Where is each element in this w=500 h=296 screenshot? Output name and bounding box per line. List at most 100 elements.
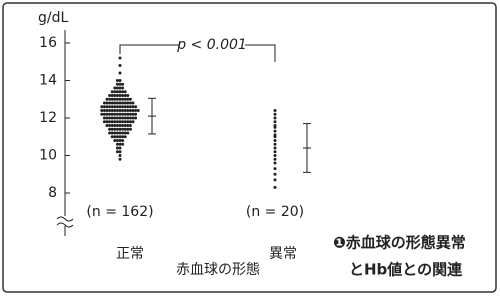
data-dot xyxy=(118,63,122,67)
data-dot xyxy=(113,93,117,97)
data-dot xyxy=(273,167,277,171)
data-dot xyxy=(108,131,112,135)
data-dot xyxy=(128,108,132,112)
data-dot xyxy=(115,93,119,97)
data-dot xyxy=(113,97,117,101)
data-dot xyxy=(108,101,112,105)
data-dot xyxy=(123,108,127,112)
data-dot xyxy=(115,116,119,120)
data-dot xyxy=(126,120,130,124)
data-dot xyxy=(113,101,117,105)
x-tick-label: 正常 xyxy=(116,246,144,262)
caption: ❶赤血球の形態異常 xyxy=(333,234,466,252)
data-dot xyxy=(115,150,119,154)
data-dot xyxy=(126,131,130,135)
y-tick-label: 8 xyxy=(48,185,57,201)
data-dot xyxy=(118,142,122,146)
data-dot xyxy=(115,146,119,150)
data-dot xyxy=(115,86,119,90)
data-dot xyxy=(115,135,119,139)
data-dot xyxy=(123,101,127,105)
data-dot xyxy=(113,127,117,131)
data-dot xyxy=(123,90,127,94)
data-dot xyxy=(102,101,106,105)
data-dot xyxy=(273,153,277,157)
data-dot xyxy=(121,82,125,86)
data-dot xyxy=(118,71,122,75)
y-unit: g/dL xyxy=(38,10,68,26)
data-dot xyxy=(102,105,106,109)
data-dot xyxy=(128,112,132,116)
data-dot xyxy=(108,105,112,109)
axis-break xyxy=(56,216,74,228)
data-dot xyxy=(113,112,117,116)
data-dot xyxy=(123,116,127,120)
n-label: (n = 162) xyxy=(86,204,153,220)
data-dot xyxy=(113,135,117,139)
data-dot xyxy=(118,90,122,94)
bracket xyxy=(245,44,276,62)
data-dot xyxy=(134,105,138,109)
data-dot xyxy=(273,116,277,120)
data-dot xyxy=(121,131,125,135)
data-dot xyxy=(110,127,114,131)
data-dot xyxy=(115,127,119,131)
data-dot xyxy=(108,116,112,120)
data-dot xyxy=(118,116,122,120)
data-dot xyxy=(105,97,109,101)
data-dot xyxy=(100,108,104,112)
data-dot xyxy=(118,153,122,157)
data-dot xyxy=(100,112,104,116)
data-dot xyxy=(121,101,125,105)
data-dot xyxy=(108,108,112,112)
data-dot xyxy=(108,112,112,116)
data-dot xyxy=(273,142,277,146)
data-dot xyxy=(134,112,138,116)
data-dot xyxy=(115,123,119,127)
data-dot xyxy=(115,112,119,116)
data-dot xyxy=(126,108,130,112)
data-dot xyxy=(115,105,119,109)
data-dot xyxy=(110,93,114,97)
data-dot xyxy=(121,138,125,142)
data-dot xyxy=(110,116,114,120)
data-dot xyxy=(115,90,119,94)
data-dot xyxy=(131,108,135,112)
data-dot xyxy=(123,97,127,101)
data-dot xyxy=(110,97,114,101)
data-dot xyxy=(118,123,122,127)
data-dot xyxy=(118,131,122,135)
data-dot xyxy=(121,86,125,90)
data-dot xyxy=(105,105,109,109)
data-dot xyxy=(110,135,114,139)
data-dot xyxy=(110,90,114,94)
data-dot xyxy=(113,86,117,90)
data-dot xyxy=(123,123,127,127)
data-dot xyxy=(118,56,122,60)
data-dot xyxy=(126,116,130,120)
data-dot xyxy=(113,138,117,142)
data-dot xyxy=(131,105,135,109)
data-dot xyxy=(118,108,122,112)
data-dot xyxy=(126,105,130,109)
data-dot xyxy=(126,112,130,116)
data-dot xyxy=(121,142,125,146)
data-dot xyxy=(121,97,125,101)
data-dot xyxy=(118,101,122,105)
data-dot xyxy=(102,116,106,120)
data-dot xyxy=(115,142,119,146)
data-dot xyxy=(108,93,112,97)
data-dot xyxy=(126,93,130,97)
data-dot xyxy=(121,108,125,112)
data-dot xyxy=(110,101,114,105)
data-dot xyxy=(128,116,132,120)
data-dot xyxy=(118,86,122,90)
data-dot xyxy=(113,131,117,135)
data-dot xyxy=(126,123,130,127)
data-dot xyxy=(123,120,127,124)
data-dot xyxy=(102,108,106,112)
data-dot xyxy=(134,116,138,120)
data-dot xyxy=(273,185,277,189)
data-dot xyxy=(113,90,117,94)
